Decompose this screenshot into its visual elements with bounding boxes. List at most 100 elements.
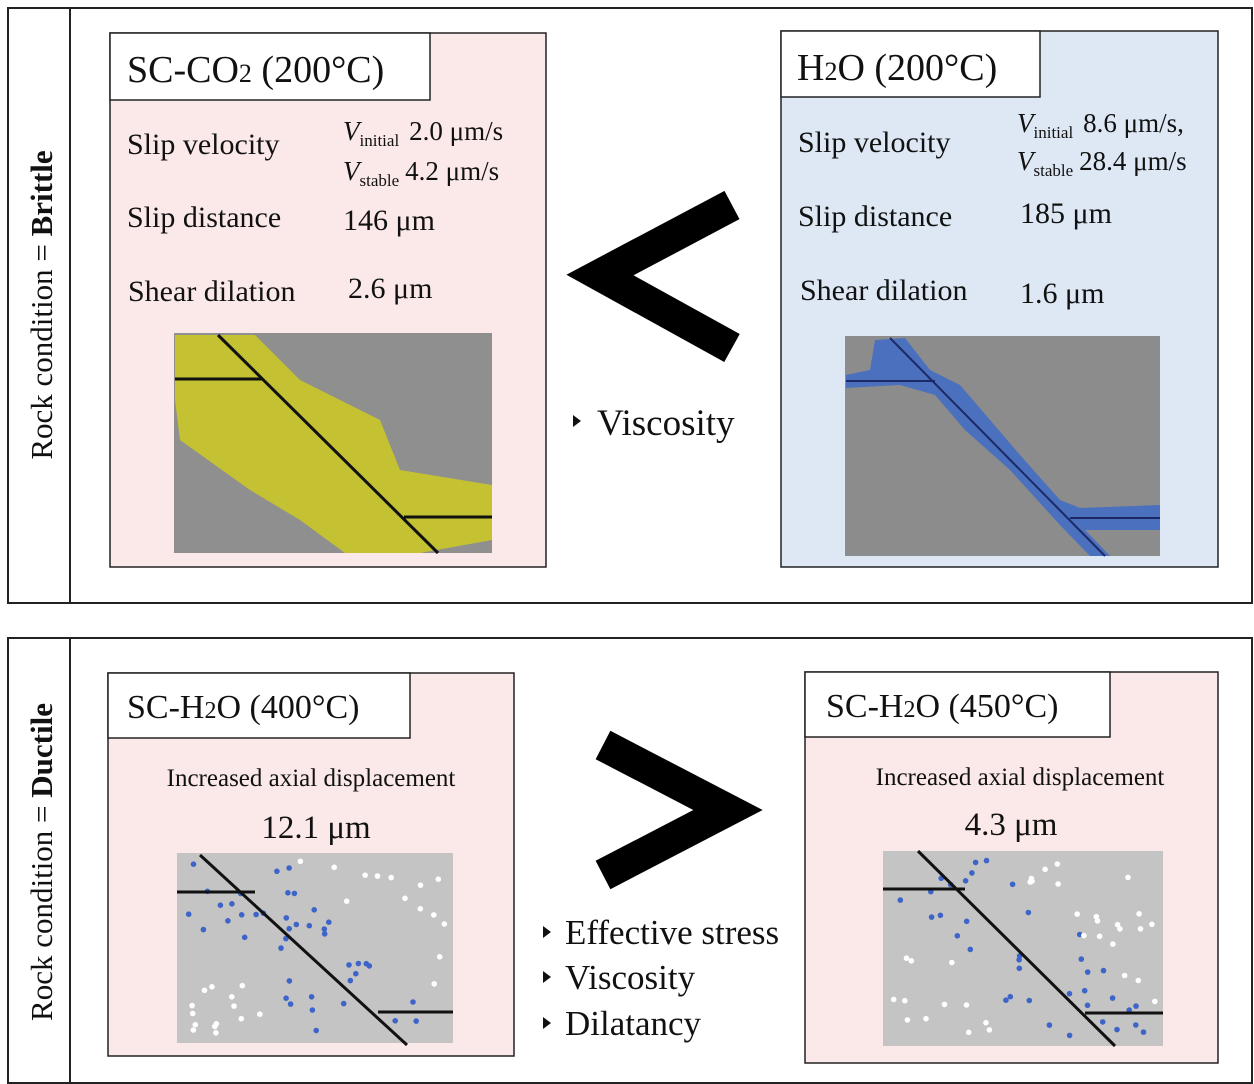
- pore: [890, 996, 897, 1003]
- pore: [1135, 977, 1142, 984]
- fluid-pore: [1046, 1022, 1053, 1028]
- pore: [1093, 913, 1100, 920]
- subscript: stable: [360, 171, 400, 190]
- fluid-pore: [326, 919, 332, 925]
- subscript: initial: [360, 131, 400, 150]
- fluid-pore: [225, 918, 231, 924]
- pore: [213, 1030, 219, 1036]
- fluid-pore: [293, 921, 300, 928]
- fluid-pore: [321, 931, 328, 937]
- fluid-pore: [1007, 993, 1014, 1000]
- pore: [331, 864, 338, 871]
- pore: [190, 1027, 197, 1033]
- fluid-pore: [1078, 956, 1085, 962]
- fluid-pore: [363, 960, 370, 967]
- fluid-pore: [1003, 997, 1009, 1003]
- side-label: Rock condition = Brittle: [24, 150, 59, 459]
- pore: [1055, 881, 1061, 887]
- pore: [902, 997, 908, 1004]
- less-than: [566, 190, 740, 363]
- side-label-text: Rock condition =: [24, 798, 59, 1021]
- fluid-zone: [846, 338, 1160, 556]
- pore: [238, 1015, 245, 1022]
- fluid-pore: [291, 890, 298, 897]
- title-text: H: [797, 47, 824, 89]
- title-sub: 2: [824, 57, 837, 86]
- fluid-pore: [392, 1018, 399, 1024]
- fluid-pore: [1114, 1026, 1120, 1033]
- rock-image: [883, 849, 1163, 1048]
- caption: Increased axial displacement: [167, 765, 456, 792]
- pore: [417, 882, 424, 888]
- box-title: SC-CO2 (200°C): [127, 49, 384, 91]
- fluid-pore: [1009, 881, 1016, 888]
- bullet: [543, 926, 551, 938]
- fluid-pore: [185, 911, 192, 917]
- condition: Brittle: [24, 150, 59, 236]
- fluid-pore: [229, 901, 235, 907]
- pore: [239, 982, 246, 989]
- pore: [1094, 918, 1101, 924]
- pore: [374, 873, 381, 879]
- fluid-pore: [410, 999, 416, 1005]
- pore: [1096, 933, 1103, 940]
- fluid-pore: [340, 1000, 347, 1007]
- pore: [431, 981, 438, 987]
- pore: [1042, 866, 1048, 873]
- fluid-pore: [200, 926, 207, 933]
- title-text: O (400°C): [216, 689, 359, 726]
- title-box: [780, 30, 1041, 98]
- fluid-pore: [1133, 1022, 1139, 1028]
- pore: [1081, 932, 1087, 939]
- pore: [923, 1015, 929, 1022]
- title-box: [107, 672, 411, 739]
- title-sub: 2: [204, 698, 216, 724]
- pore: [965, 1029, 972, 1036]
- pore: [362, 872, 369, 878]
- fluid-pore: [1100, 967, 1107, 974]
- fluid-pore: [1026, 997, 1033, 1004]
- pore: [1074, 911, 1080, 917]
- fluid-pore: [238, 912, 245, 918]
- title-box: [109, 32, 431, 101]
- pore: [1121, 972, 1128, 979]
- bullet: [543, 1017, 551, 1029]
- fluid-pore: [937, 912, 944, 919]
- fluid-pore: [353, 970, 359, 977]
- pore: [908, 958, 915, 964]
- factor: Viscosity: [565, 958, 696, 997]
- pore: [1110, 941, 1116, 947]
- row-label: Slip velocity: [798, 126, 951, 159]
- fluid-pore: [1016, 965, 1023, 972]
- value: 12.1 μm: [261, 810, 371, 846]
- pore: [441, 921, 448, 927]
- pore: [963, 1002, 970, 1008]
- bullet: [543, 971, 551, 983]
- pore: [192, 1021, 199, 1028]
- fluid-pore: [313, 1027, 320, 1034]
- pore: [1149, 921, 1155, 928]
- pore: [201, 987, 208, 994]
- title-text: SC-H: [826, 688, 903, 725]
- pore: [343, 898, 350, 904]
- fluid-pore: [347, 977, 354, 984]
- title-text: O (200°C): [837, 47, 997, 89]
- pore: [903, 955, 910, 961]
- side-label: Rock condition = Ductile: [24, 703, 59, 1021]
- value: 146 μm: [343, 204, 435, 237]
- title-text: (200°C): [252, 49, 384, 91]
- fluid-pore: [1025, 909, 1032, 916]
- rock-image: [845, 336, 1160, 557]
- pore: [189, 1010, 196, 1017]
- pore: [986, 1027, 993, 1033]
- greater-than: [595, 730, 763, 890]
- fluid-pore: [969, 870, 975, 876]
- pore: [1152, 998, 1158, 1005]
- fluid-pore: [283, 915, 290, 921]
- fluid-pore: [1140, 1029, 1147, 1035]
- pore: [435, 876, 442, 882]
- fluid-pore: [355, 960, 362, 967]
- fluid-pore: [278, 945, 284, 951]
- fluid-pore: [1076, 931, 1083, 938]
